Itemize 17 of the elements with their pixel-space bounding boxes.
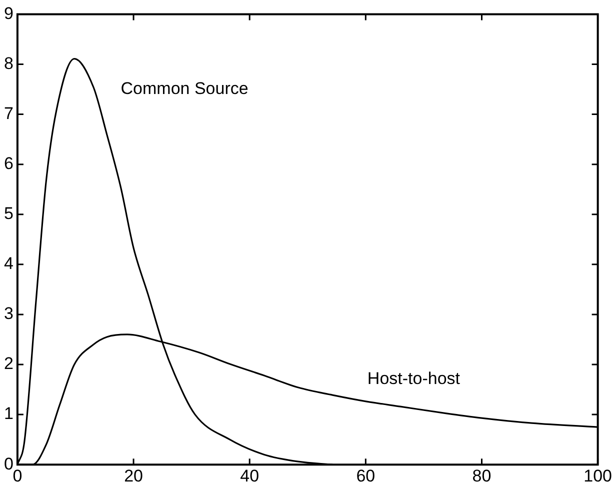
y-tick-label: 4 <box>4 254 14 274</box>
annotation: Host-to-host <box>367 369 460 388</box>
y-tick-label: 2 <box>4 354 14 374</box>
annotation: Common Source <box>120 79 248 98</box>
y-tick-label: 3 <box>4 304 14 324</box>
y-tick-label: 7 <box>4 104 14 123</box>
y-tick-label: 8 <box>4 54 14 73</box>
x-tick-label: 20 <box>124 466 143 486</box>
x-tick-label: 80 <box>472 466 492 486</box>
y-tick-label: 1 <box>4 404 14 424</box>
x-tick-label: 60 <box>356 466 376 486</box>
y-tick-label: 6 <box>4 154 14 174</box>
y-tick-label: 9 <box>4 4 14 23</box>
y-tick-label: 5 <box>4 204 14 224</box>
y-tick-label: 0 <box>4 454 14 474</box>
x-tick-label: 40 <box>240 466 260 486</box>
x-tick-label: 100 <box>584 466 612 486</box>
